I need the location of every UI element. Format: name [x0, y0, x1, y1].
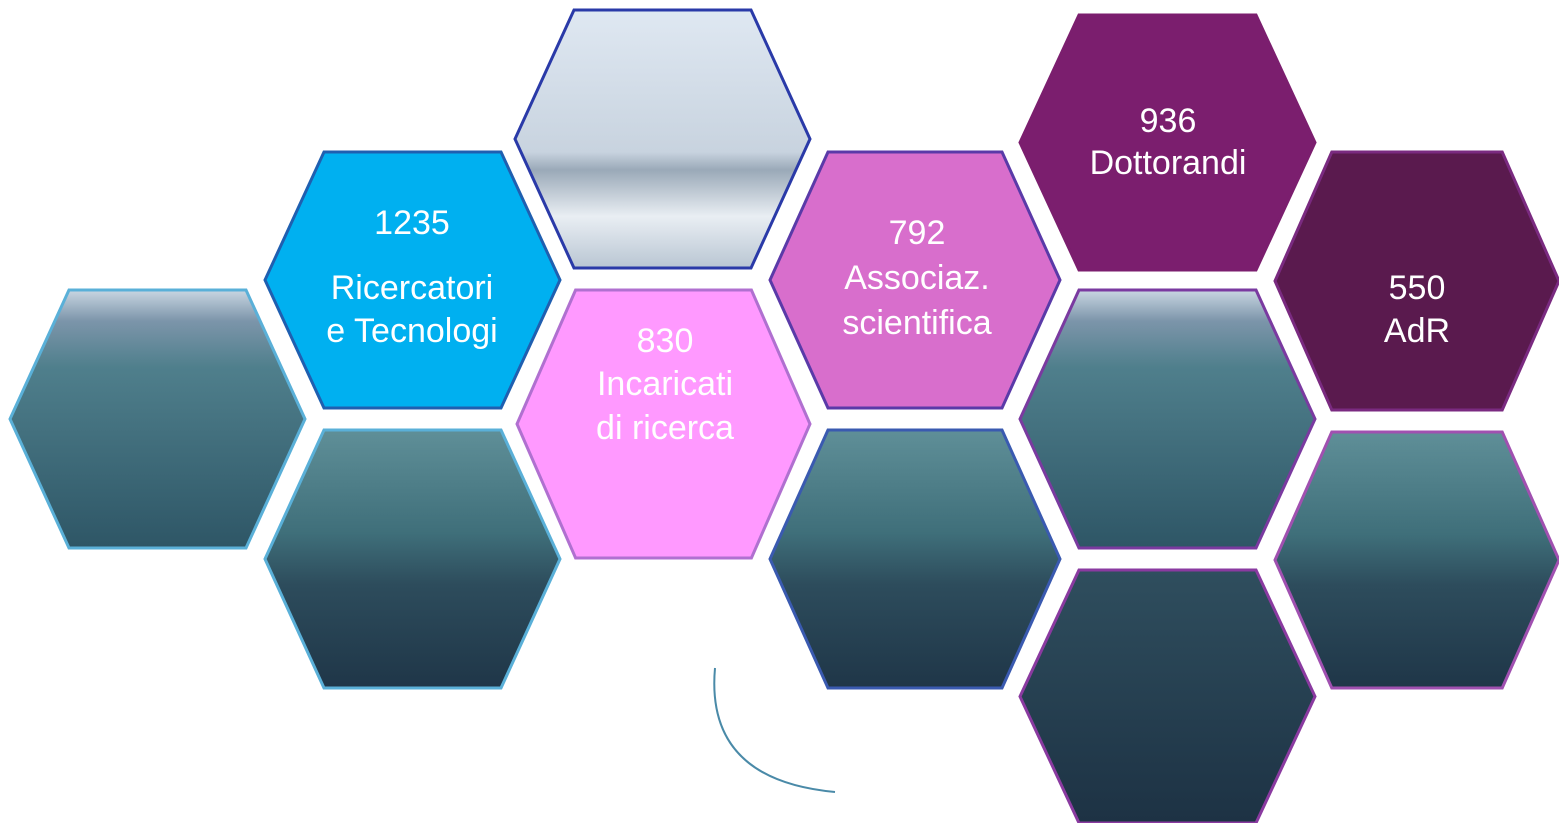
page: 1235 Ricercatori e Tecnologi 830 Incaric… — [0, 0, 1559, 823]
hexagon — [265, 430, 560, 688]
tile-label: Ricercatori — [331, 269, 493, 307]
tile-label: e Tecnologi — [326, 312, 497, 350]
hexagon — [1020, 290, 1315, 548]
tile-label: di ricerca — [596, 409, 734, 447]
hexagon — [10, 290, 305, 548]
tile-label: AdR — [1384, 312, 1450, 350]
infographic: 1235 Ricercatori e Tecnologi 830 Incaric… — [0, 0, 1559, 823]
hexagon — [1020, 15, 1315, 270]
tile-number: 792 — [889, 214, 946, 252]
tile-number: 1235 — [374, 204, 450, 242]
tile-number: 936 — [1140, 102, 1197, 140]
decor-arc — [714, 668, 835, 792]
hexagon — [770, 430, 1060, 688]
tile-label: scientifica — [842, 304, 991, 342]
tile-label: Associaz. — [844, 259, 990, 297]
hexagon — [515, 10, 810, 268]
hexagon — [1275, 432, 1559, 688]
tile-number: 830 — [637, 322, 694, 360]
tile-number: 550 — [1389, 269, 1446, 307]
hexagon — [1020, 570, 1315, 823]
tile-label: Dottorandi — [1090, 144, 1247, 182]
hexagons — [10, 10, 1559, 823]
tile-label: Incaricati — [597, 365, 733, 403]
